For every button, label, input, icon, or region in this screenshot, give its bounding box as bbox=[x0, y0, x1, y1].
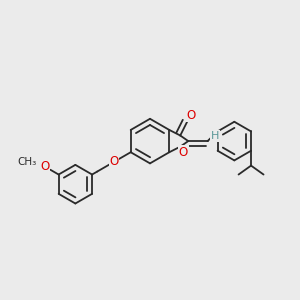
Text: O: O bbox=[40, 160, 49, 173]
Text: O: O bbox=[178, 146, 188, 159]
Text: H: H bbox=[211, 131, 219, 141]
Text: CH₃: CH₃ bbox=[18, 157, 37, 167]
Text: O: O bbox=[186, 109, 195, 122]
Text: O: O bbox=[109, 155, 119, 168]
